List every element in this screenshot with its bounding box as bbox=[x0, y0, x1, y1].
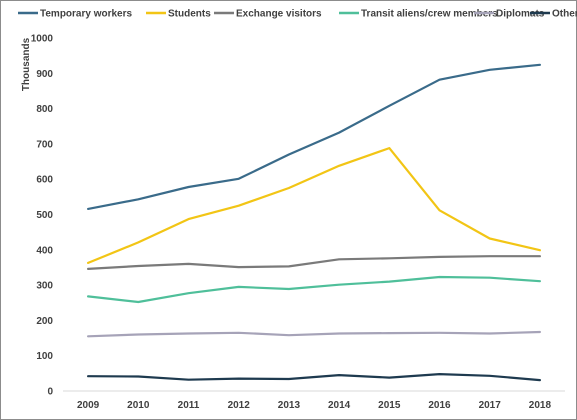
x-tick-label: 2018 bbox=[529, 400, 552, 411]
x-tick-label: 2010 bbox=[127, 400, 150, 411]
x-axis-ticks: 2009 2010 2011 2012 2013 2014 2015 2016 2017 2018 bbox=[77, 400, 551, 411]
y-tick-label: 500 bbox=[36, 210, 53, 221]
y-tick-label: 100 bbox=[36, 351, 53, 362]
y-tick-label: 200 bbox=[36, 316, 53, 327]
series-line-diplomats bbox=[86, 330, 542, 338]
legend-label: Transit aliens/crew members bbox=[361, 9, 498, 20]
y-tick-label: 700 bbox=[36, 139, 53, 150]
x-tick-label: 2013 bbox=[278, 400, 301, 411]
y-tick-label: 1000 bbox=[31, 34, 54, 45]
legend: Temporary workers Students Exchange visito… bbox=[18, 9, 577, 20]
y-axis-label: Thousands bbox=[21, 37, 32, 91]
series-line-transit-aliens-crew-members bbox=[86, 275, 542, 304]
x-tick-label: 2015 bbox=[378, 400, 401, 411]
y-tick-label: 600 bbox=[36, 175, 53, 186]
series-line-other bbox=[86, 373, 542, 382]
legend-label: Temporary workers bbox=[40, 9, 133, 20]
legend-label: Students bbox=[168, 9, 211, 20]
y-tick-label: 400 bbox=[36, 245, 53, 256]
legend-label: Other bbox=[552, 9, 577, 20]
x-tick-label: 2014 bbox=[328, 400, 351, 411]
series-lines bbox=[86, 63, 542, 382]
legend-label: Exchange visitors bbox=[236, 9, 322, 20]
y-tick-label: 0 bbox=[47, 387, 53, 398]
y-tick-label: 300 bbox=[36, 281, 53, 292]
y-tick-label: 900 bbox=[36, 69, 53, 80]
legend-label: Diplomats bbox=[496, 9, 545, 20]
series-line-exchange-visitors bbox=[86, 255, 542, 270]
y-axis-ticks: 0 100 200 300 400 500 600 700 800 900 1000 bbox=[31, 34, 54, 398]
x-tick-label: 2011 bbox=[178, 400, 200, 411]
x-tick-label: 2017 bbox=[479, 400, 502, 411]
x-tick-label: 2009 bbox=[77, 400, 100, 411]
series-line-temporary-workers bbox=[86, 63, 542, 210]
x-tick-label: 2012 bbox=[228, 400, 251, 411]
y-tick-label: 800 bbox=[36, 104, 53, 115]
x-tick-label: 2016 bbox=[428, 400, 451, 411]
series-line-students bbox=[86, 147, 542, 264]
